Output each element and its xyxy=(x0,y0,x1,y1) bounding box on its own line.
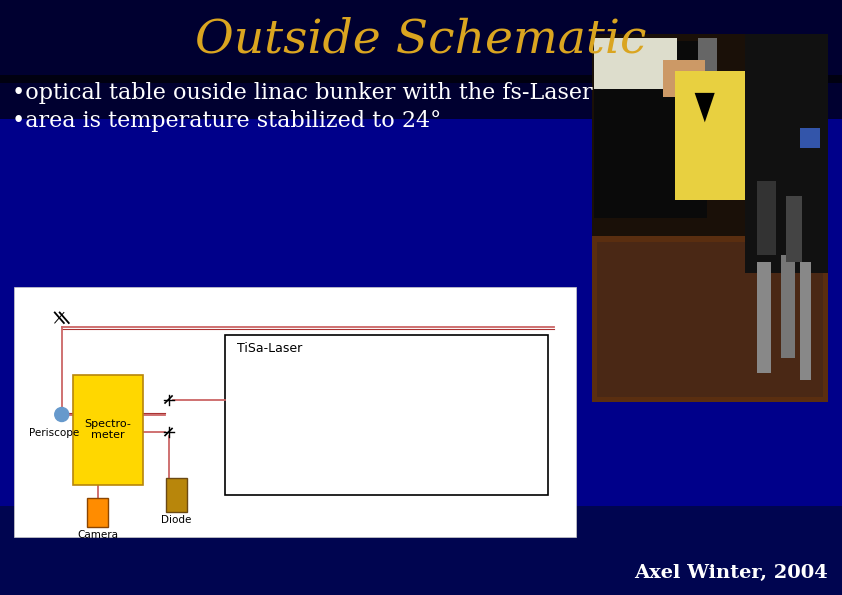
Bar xyxy=(0,119,842,506)
Bar xyxy=(594,42,707,218)
Text: Camera: Camera xyxy=(77,530,118,540)
Bar xyxy=(592,34,828,402)
Bar xyxy=(745,34,828,273)
Bar xyxy=(0,506,842,595)
Text: •optical table ouside linac bunker with the fs-Laser: •optical table ouside linac bunker with … xyxy=(12,82,593,104)
Polygon shape xyxy=(695,93,715,123)
Bar xyxy=(73,374,143,484)
Bar xyxy=(800,128,820,148)
Bar xyxy=(674,71,745,199)
Bar xyxy=(166,478,187,512)
Bar xyxy=(597,242,823,397)
Text: Outside Schematic: Outside Schematic xyxy=(195,17,647,62)
Bar xyxy=(0,76,842,83)
Bar xyxy=(800,262,812,380)
Text: •area is temperature stabilized to 24°: •area is temperature stabilized to 24° xyxy=(12,110,441,132)
Bar xyxy=(14,287,576,537)
Bar xyxy=(786,196,802,262)
Bar xyxy=(757,262,771,372)
Text: Axel Winter, 2004: Axel Winter, 2004 xyxy=(634,564,828,582)
Text: Spectro-
meter: Spectro- meter xyxy=(85,419,131,440)
Text: Diode: Diode xyxy=(161,515,192,525)
Bar xyxy=(781,255,795,358)
Bar xyxy=(0,0,842,119)
Bar xyxy=(663,60,706,96)
Bar xyxy=(225,334,548,494)
Text: Periscope: Periscope xyxy=(29,428,79,439)
Bar xyxy=(87,498,109,527)
Text: TiSa-Laser: TiSa-Laser xyxy=(237,343,302,355)
Bar xyxy=(592,236,828,402)
Circle shape xyxy=(55,408,69,421)
Bar xyxy=(698,37,717,199)
Bar xyxy=(594,37,677,89)
Bar xyxy=(757,181,776,255)
